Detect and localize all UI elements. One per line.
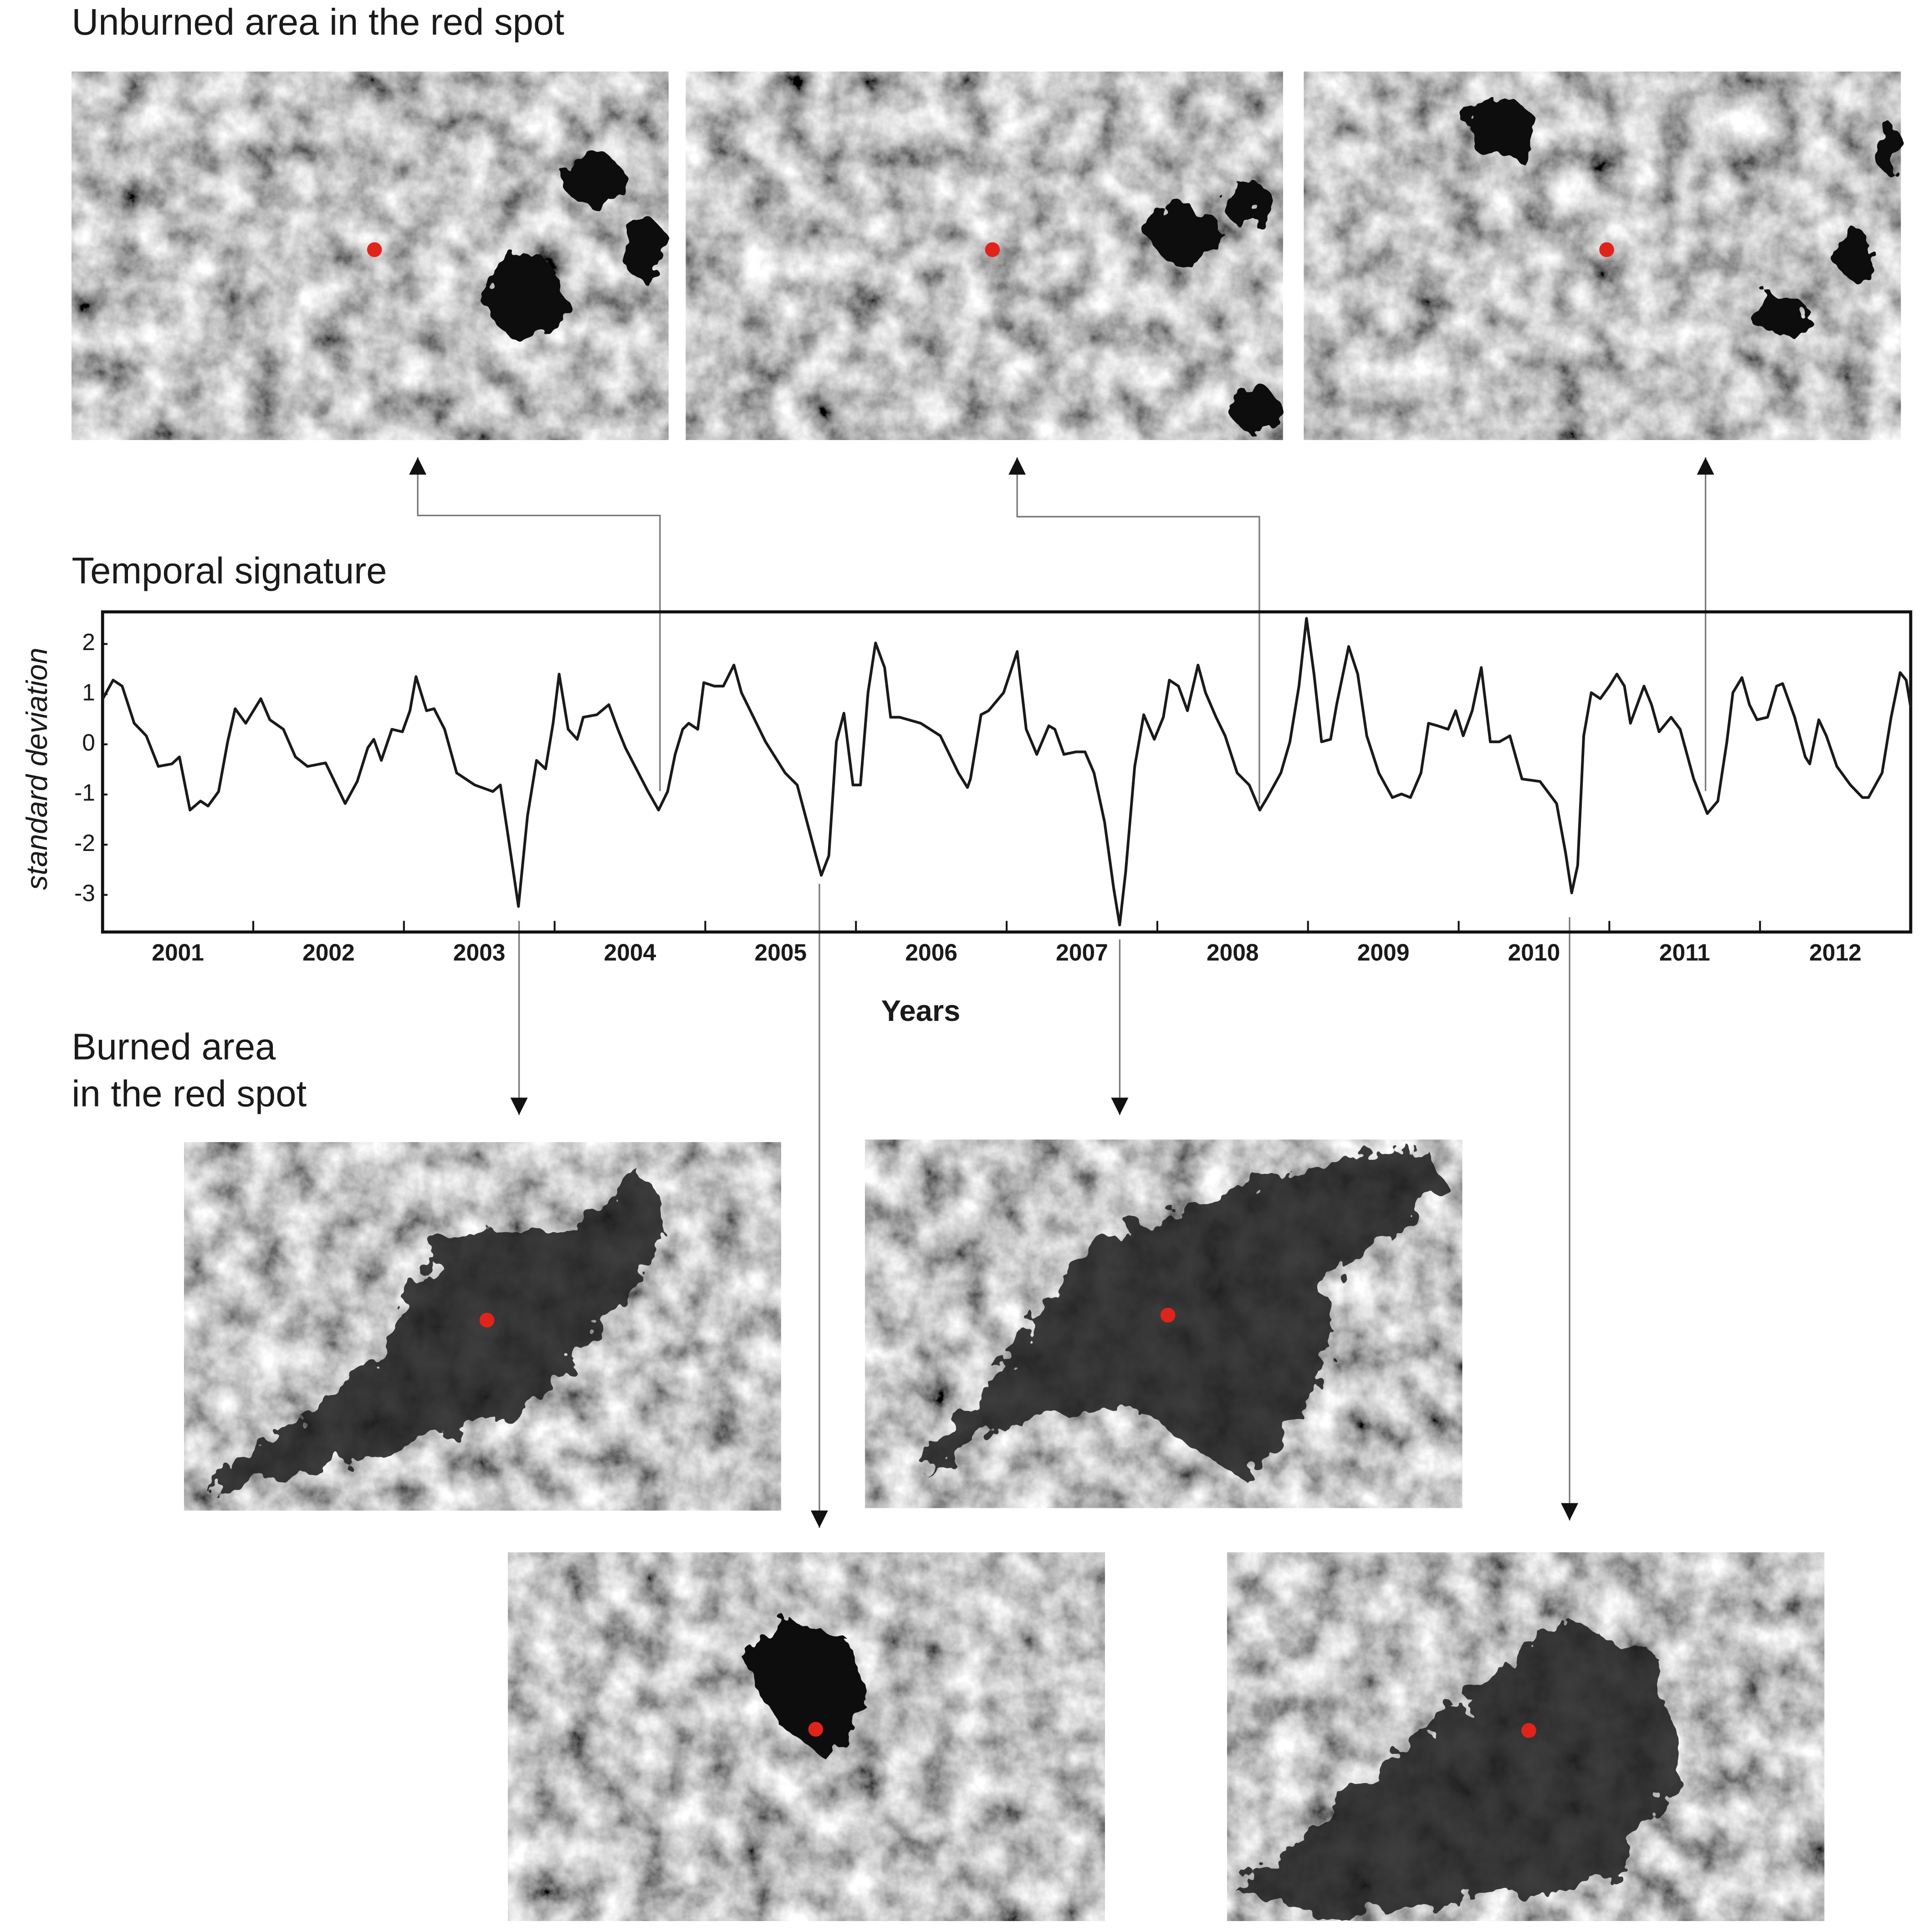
- image-panel: [685, 72, 1283, 440]
- x-tick-label: 2003: [453, 939, 506, 965]
- x-tick-label: 2008: [1207, 939, 1259, 965]
- x-tick-label: 2006: [905, 939, 957, 965]
- section-title: Burned area: [72, 1026, 276, 1067]
- image-panel: [184, 1142, 781, 1511]
- x-tick-label: 2005: [755, 939, 807, 965]
- x-tick-label: 2002: [302, 939, 355, 965]
- section-title: in the red spot: [72, 1073, 307, 1114]
- section-title: Unburned area in the red spot: [72, 1, 564, 43]
- image-panel: [1304, 72, 1901, 440]
- x-tick-label: 2010: [1508, 939, 1560, 965]
- y-tick-label: 1: [82, 679, 95, 705]
- y-axis-label: standard deviation: [20, 648, 53, 890]
- data-line: [101, 617, 1912, 927]
- x-tick-label: 2011: [1659, 939, 1710, 965]
- x-tick-label: 2001: [152, 939, 204, 965]
- plot-frame: [101, 610, 1913, 934]
- connector: [409, 457, 1714, 1528]
- x-tick-label: 2004: [604, 939, 656, 965]
- x-tick-label: 2009: [1357, 939, 1410, 965]
- section-title: Temporal signature: [72, 550, 387, 592]
- y-tick-label: -1: [74, 779, 95, 806]
- image-panel: [72, 72, 669, 440]
- y-tick-label: -2: [74, 830, 95, 856]
- image-panel: [865, 1139, 1463, 1508]
- y-tick-label: 2: [82, 629, 95, 655]
- x-tick-label: 2012: [1809, 939, 1862, 965]
- x-tick-label: 2007: [1056, 939, 1108, 965]
- y-tick-label: 0: [82, 729, 95, 756]
- image-panel: [508, 1552, 1105, 1921]
- image-panel: [1227, 1552, 1825, 1921]
- y-tick-label: -3: [74, 880, 95, 906]
- x-axis-label: Years: [881, 994, 961, 1027]
